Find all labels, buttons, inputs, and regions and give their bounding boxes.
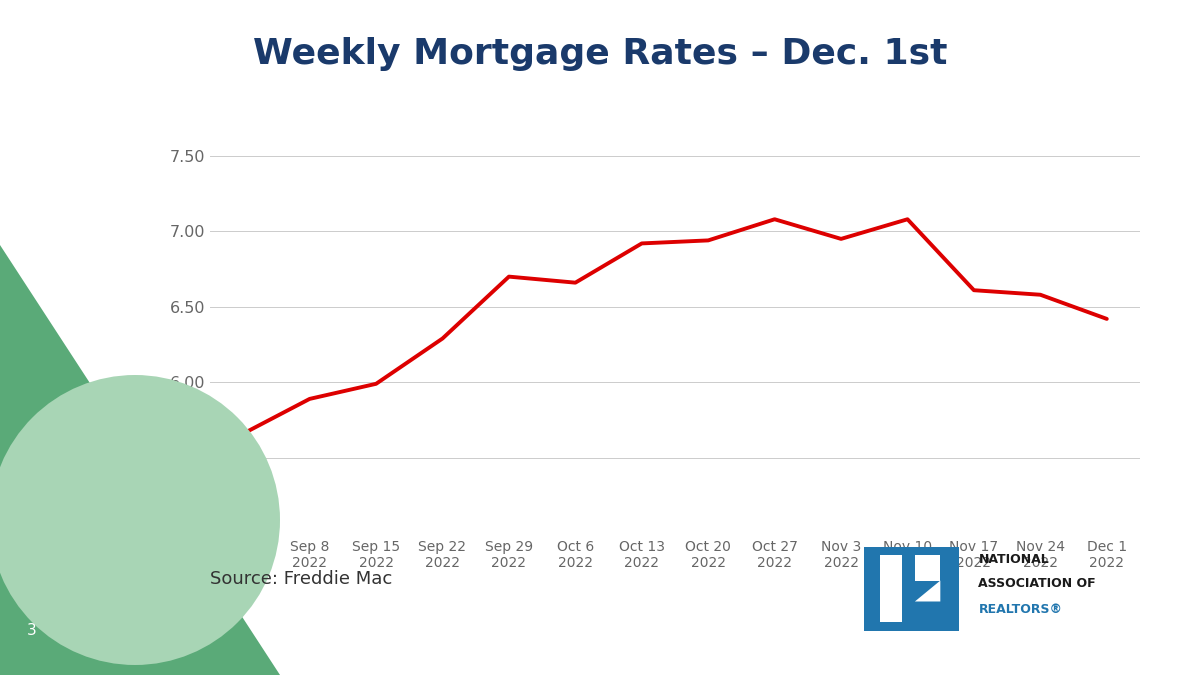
- Text: ASSOCIATION OF: ASSOCIATION OF: [978, 577, 1096, 590]
- Bar: [914, 556, 937, 622]
- Text: 3: 3: [26, 623, 36, 638]
- Text: Source: Freddie Mac: Source: Freddie Mac: [210, 570, 392, 589]
- Text: Weekly Mortgage Rates – Dec. 1st: Weekly Mortgage Rates – Dec. 1st: [253, 37, 947, 71]
- Polygon shape: [914, 580, 941, 622]
- Bar: [880, 556, 902, 622]
- Text: NATIONAL: NATIONAL: [978, 553, 1049, 566]
- Bar: [864, 547, 960, 630]
- Text: REALTORS®: REALTORS®: [978, 603, 1062, 616]
- Circle shape: [0, 375, 280, 665]
- Polygon shape: [914, 580, 941, 601]
- Polygon shape: [0, 245, 280, 675]
- Polygon shape: [914, 556, 941, 580]
